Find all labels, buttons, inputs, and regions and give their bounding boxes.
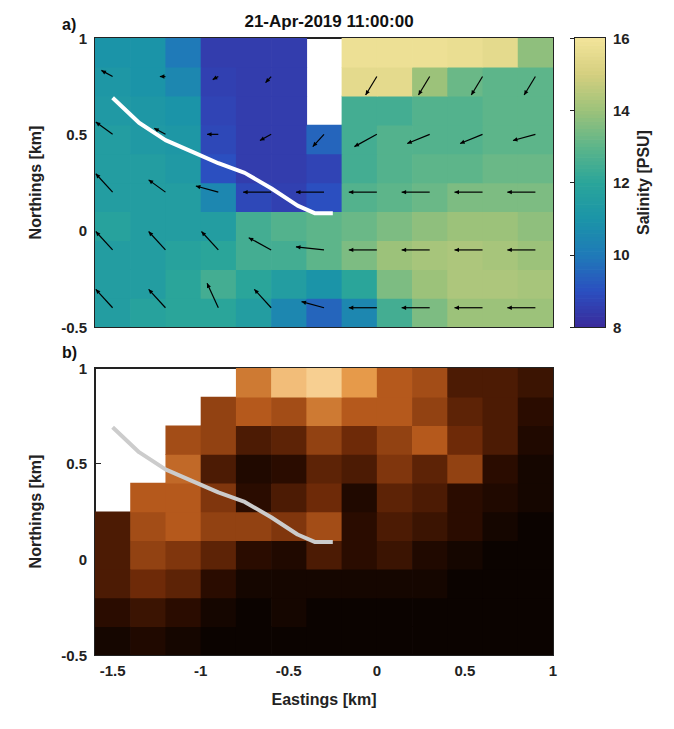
svg-text:1: 1 (79, 360, 87, 377)
svg-text:a): a) (62, 16, 76, 33)
svg-text:14: 14 (613, 102, 630, 119)
svg-text:0: 0 (79, 551, 87, 568)
svg-text:16: 16 (613, 30, 630, 47)
svg-text:0.5: 0.5 (66, 126, 87, 143)
svg-text:Northings [km]: Northings [km] (27, 126, 44, 240)
svg-text:10: 10 (613, 246, 630, 263)
svg-text:12: 12 (613, 174, 630, 191)
svg-text:1: 1 (549, 662, 557, 679)
svg-text:-1.5: -1.5 (100, 662, 126, 679)
svg-text:8: 8 (613, 319, 621, 336)
svg-text:1: 1 (79, 30, 87, 47)
svg-text:Salinity [PSU]: Salinity [PSU] (635, 130, 652, 235)
svg-text:21-Apr-2019 11:00:00: 21-Apr-2019 11:00:00 (244, 12, 413, 31)
svg-text:0: 0 (373, 662, 381, 679)
svg-text:-0.5: -0.5 (276, 662, 302, 679)
svg-text:Northings [km]: Northings [km] (27, 455, 44, 569)
svg-text:-1: -1 (194, 662, 207, 679)
svg-text:0: 0 (79, 222, 87, 239)
svg-text:b): b) (62, 344, 77, 361)
svg-text:Eastings [km]: Eastings [km] (272, 691, 377, 708)
svg-text:-0.5: -0.5 (61, 319, 87, 336)
svg-text:0.5: 0.5 (454, 662, 475, 679)
svg-text:-0.5: -0.5 (61, 647, 87, 664)
svg-text:0.5: 0.5 (66, 455, 87, 472)
